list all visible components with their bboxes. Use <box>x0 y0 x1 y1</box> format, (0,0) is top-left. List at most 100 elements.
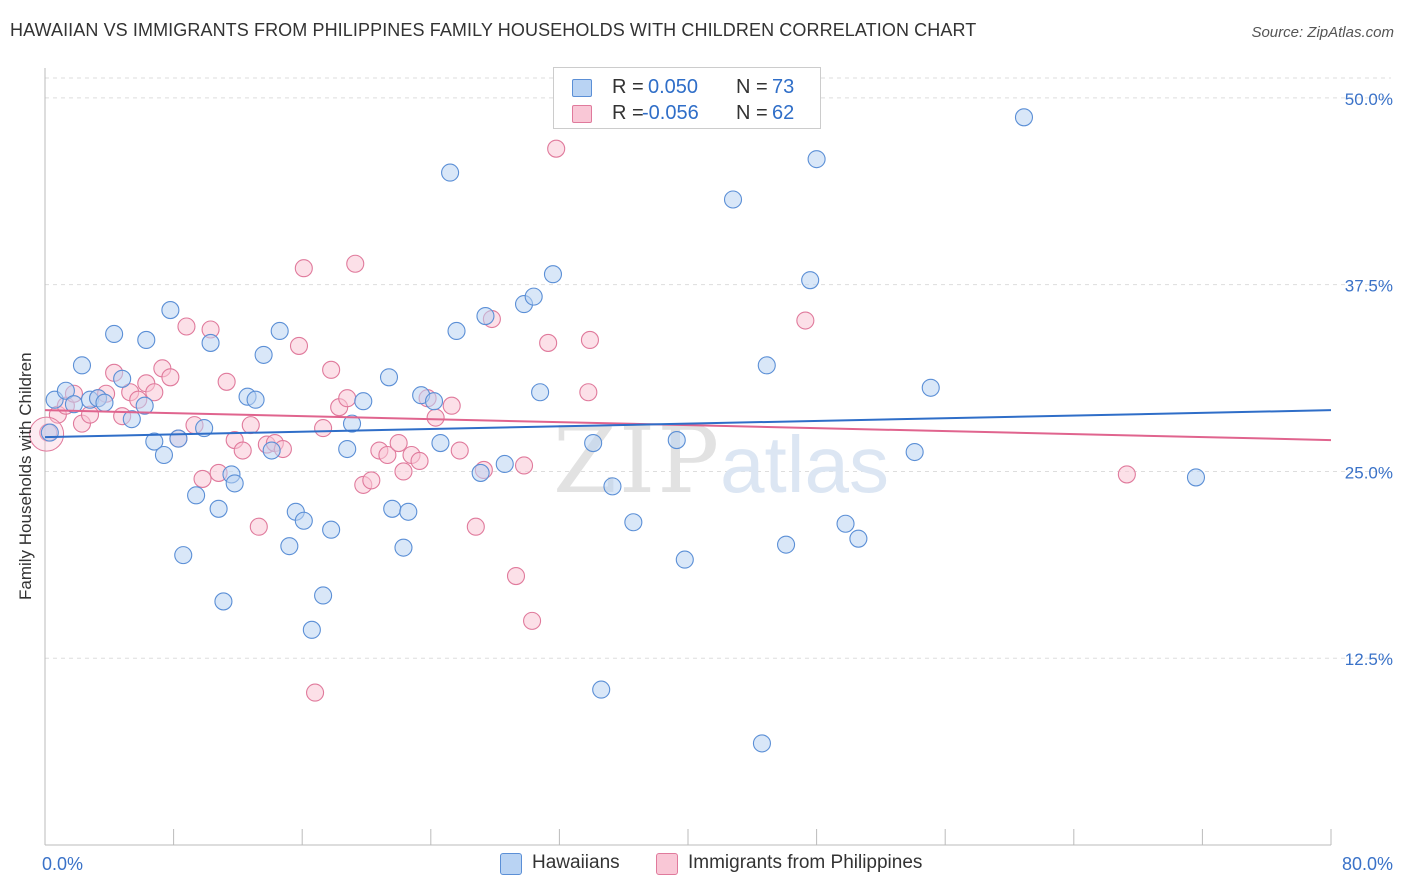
philippines-point[interactable] <box>249 517 268 536</box>
hawaiians-point[interactable] <box>801 271 820 290</box>
philippines-point[interactable] <box>306 683 325 702</box>
hawaiians-point[interactable] <box>105 324 124 344</box>
hawaiians-point[interactable] <box>262 441 281 460</box>
hawaiians-point[interactable] <box>675 550 694 569</box>
philippines-point[interactable] <box>289 336 309 355</box>
hawaiians-point[interactable] <box>56 381 75 400</box>
hawaiians-point[interactable] <box>379 368 399 387</box>
hawaiians-point[interactable] <box>624 513 643 532</box>
philippines-point[interactable] <box>294 259 313 278</box>
hawaiians-point[interactable] <box>187 486 206 505</box>
hawaiians-point[interactable] <box>322 520 341 539</box>
hawaiians-point[interactable] <box>1014 108 1034 127</box>
philippines-point[interactable] <box>217 372 236 391</box>
hawaiians-point[interactable] <box>447 321 466 341</box>
hawaiians-point[interactable] <box>201 333 220 352</box>
hawaiians-point[interactable] <box>95 393 114 412</box>
hawaiians-point[interactable] <box>584 434 603 453</box>
hawaiians-point[interactable] <box>209 499 228 518</box>
hawaiians-point[interactable] <box>543 265 563 284</box>
hawaiians-point[interactable] <box>836 514 855 533</box>
hawaiians-point[interactable] <box>441 163 460 182</box>
hawaiians-point[interactable] <box>1186 468 1206 487</box>
philippines-point[interactable] <box>193 469 212 488</box>
hawaiians-point[interactable] <box>394 538 413 557</box>
hawaiians-point[interactable] <box>122 410 141 429</box>
philippines-point[interactable] <box>314 419 333 438</box>
philippines-point[interactable] <box>539 333 558 352</box>
hawaiians-point[interactable] <box>849 529 868 548</box>
philippines-point[interactable] <box>547 139 566 158</box>
hawaiians-point[interactable] <box>314 586 333 605</box>
hawaiians-point[interactable] <box>471 463 490 482</box>
hawaiians-point[interactable] <box>169 429 188 448</box>
hawaiians-point[interactable] <box>354 392 373 411</box>
hawaiians-point[interactable] <box>592 680 611 699</box>
hawaiians-point[interactable] <box>270 321 289 341</box>
hawaiians-point[interactable] <box>807 150 826 169</box>
hawaiians-point[interactable] <box>135 396 154 415</box>
hawaiians-point[interactable] <box>667 431 686 450</box>
philippines-point[interactable] <box>1117 465 1136 484</box>
philippines-point[interactable] <box>579 383 598 402</box>
philippines-point[interactable] <box>394 462 413 481</box>
hawaiians-point[interactable] <box>777 535 796 554</box>
y-tick-label: 50.0% <box>1345 90 1393 109</box>
hawaiians-point[interactable] <box>431 434 450 453</box>
hawaiians-point[interactable] <box>246 390 265 409</box>
philippines-point[interactable] <box>378 445 397 465</box>
philippines-point[interactable] <box>506 566 526 586</box>
hawaiians-point[interactable] <box>195 419 214 438</box>
hawaiians-point[interactable] <box>603 477 622 496</box>
hawaiians-point[interactable] <box>40 423 59 442</box>
hawaiians-point[interactable] <box>214 592 233 611</box>
hawaiians-point[interactable] <box>531 383 550 402</box>
hawaiians-point[interactable] <box>72 356 92 375</box>
hawaiians-point[interactable] <box>302 620 321 639</box>
hawaiians-point[interactable] <box>254 345 273 364</box>
philippines-point[interactable] <box>514 456 534 475</box>
legend-n-value: 62 <box>772 102 795 124</box>
hawaiians-point[interactable] <box>280 537 299 556</box>
philippines-point[interactable] <box>523 611 542 630</box>
hawaiians-point[interactable] <box>383 499 402 518</box>
philippines-point[interactable] <box>241 416 260 435</box>
trend-line-hawaiians <box>44 409 1332 439</box>
philippines-point[interactable] <box>466 517 485 536</box>
hawaiians-point[interactable] <box>154 445 174 465</box>
philippines-point[interactable] <box>389 434 408 453</box>
hawaiians-point[interactable] <box>921 378 940 397</box>
hawaiians-point[interactable] <box>137 330 156 350</box>
philippines-point[interactable] <box>322 360 341 379</box>
philippines-point[interactable] <box>410 451 429 471</box>
philippines-point[interactable] <box>145 383 164 402</box>
hawaiians-point[interactable] <box>161 301 180 320</box>
philippines-point[interactable] <box>580 330 599 350</box>
hawaiians-point[interactable] <box>145 432 164 451</box>
hawaiians-point[interactable] <box>342 414 362 433</box>
hawaiians-point[interactable] <box>905 442 924 462</box>
hawaiians-point[interactable] <box>757 356 776 375</box>
hawaiians-point[interactable] <box>338 439 357 459</box>
hawaiians-point[interactable] <box>476 306 495 326</box>
hawaiians-point[interactable] <box>524 287 543 306</box>
hawaiians-point[interactable] <box>424 392 444 411</box>
hawaiians-point[interactable] <box>752 734 771 753</box>
philippines-point[interactable] <box>338 389 357 408</box>
hawaiians-point[interactable] <box>113 369 132 388</box>
hawaiians-point[interactable] <box>294 511 313 530</box>
hawaiians-point[interactable] <box>495 454 514 474</box>
hawaiians-point[interactable] <box>174 546 193 565</box>
hawaiians-point[interactable] <box>723 190 743 209</box>
philippines-point[interactable] <box>346 254 365 273</box>
philippines-point[interactable] <box>161 368 180 387</box>
philippines-point[interactable] <box>450 441 469 460</box>
hawaiians-point[interactable] <box>399 502 418 521</box>
philippines-point[interactable] <box>442 396 461 415</box>
hawaiians-point[interactable] <box>225 474 244 493</box>
philippines-point[interactable] <box>426 408 445 427</box>
philippines-point[interactable] <box>177 317 196 336</box>
philippines-point[interactable] <box>362 471 381 490</box>
philippines-point[interactable] <box>796 311 815 330</box>
philippines-point[interactable] <box>233 441 252 460</box>
